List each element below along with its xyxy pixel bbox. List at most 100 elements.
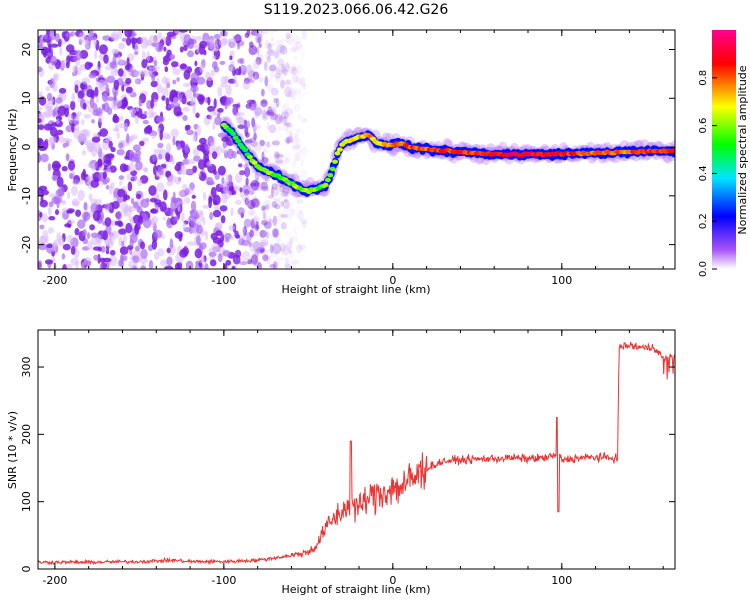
noise-blob	[150, 80, 158, 88]
noise-blob	[271, 103, 280, 108]
noise-blob	[292, 99, 302, 107]
noise-blob	[213, 33, 221, 40]
noise-blob	[277, 210, 283, 222]
noise-blob	[193, 155, 201, 162]
noise-blob	[141, 59, 148, 69]
noise-blob	[116, 197, 124, 203]
noise-blob	[118, 122, 125, 129]
noise-blob	[38, 42, 45, 50]
noise-blob	[72, 67, 82, 76]
noise-blob	[89, 97, 95, 109]
noise-blob	[246, 120, 250, 129]
noise-blob	[114, 220, 119, 226]
noise-blob	[264, 39, 270, 49]
noise-blob	[297, 94, 304, 100]
noise-blob	[273, 220, 278, 228]
noise-blob	[76, 111, 82, 117]
noise-blob	[106, 96, 115, 102]
noise-blob	[87, 240, 93, 251]
noise-blob	[65, 61, 70, 69]
ridge-core	[334, 151, 341, 156]
noise-blob	[301, 30, 307, 40]
noise-blob	[174, 215, 179, 222]
noise-blob	[107, 107, 113, 115]
noise-blob	[245, 64, 253, 74]
noise-blob	[266, 256, 271, 262]
noise-blob	[140, 248, 148, 259]
noise-blob	[181, 212, 185, 223]
noise-blob	[153, 229, 163, 239]
noise-blob	[157, 166, 164, 176]
noise-blob	[270, 251, 278, 258]
noise-blob	[260, 186, 269, 191]
noise-blob	[161, 95, 166, 101]
noise-blob	[82, 102, 87, 110]
noise-blob	[261, 205, 267, 211]
noise-blob	[164, 66, 169, 73]
noise-blob	[196, 144, 205, 151]
noise-blob	[259, 108, 263, 115]
noise-blob	[40, 195, 44, 203]
noise-blob	[196, 224, 203, 235]
noise-blob	[241, 226, 246, 235]
noise-blob	[284, 257, 289, 264]
noise-blob	[58, 136, 65, 144]
noise-blob	[187, 50, 194, 58]
noise-blob	[281, 63, 285, 74]
noise-blob	[285, 139, 294, 144]
noise-blob	[183, 197, 191, 204]
noise-blob	[297, 137, 302, 149]
noise-blob	[205, 142, 211, 152]
noise-blob	[71, 123, 75, 133]
noise-blob	[127, 135, 135, 142]
noise-blob	[291, 170, 300, 182]
noise-blob	[56, 129, 64, 136]
noise-blob	[291, 145, 300, 152]
noise-blob	[166, 142, 171, 154]
noise-blob	[130, 218, 135, 227]
noise-blob	[247, 79, 255, 84]
noise-blob	[250, 30, 260, 36]
noise-blob	[300, 159, 304, 167]
noise-blob	[276, 256, 282, 262]
noise-blob	[269, 30, 278, 33]
noise-blob	[48, 136, 57, 144]
noise-blob	[192, 86, 196, 97]
noise-blob	[289, 69, 295, 75]
noise-blob	[188, 43, 198, 49]
noise-blob	[286, 90, 295, 99]
noise-blob	[82, 168, 86, 177]
noise-blob	[172, 191, 176, 203]
noise-blob	[158, 153, 163, 160]
noise-blob	[128, 260, 136, 269]
noise-blob	[170, 207, 174, 218]
spectrogram-x-label: Height of straight line (km)	[281, 283, 430, 296]
noise-blob	[75, 209, 82, 217]
noise-blob	[45, 244, 54, 248]
noise-blob	[196, 124, 201, 136]
noise-blob	[281, 111, 289, 119]
noise-blob	[114, 99, 123, 108]
noise-blob	[97, 158, 103, 167]
noise-blob	[197, 94, 205, 103]
noise-blob	[192, 134, 197, 142]
noise-blob	[255, 247, 260, 252]
noise-blob	[217, 132, 227, 138]
noise-blob	[195, 112, 200, 119]
noise-blob	[276, 126, 282, 132]
noise-blob	[269, 244, 274, 254]
noise-blob	[82, 229, 87, 236]
noise-blob	[93, 254, 99, 261]
noise-blob	[91, 236, 100, 246]
noise-blob	[132, 255, 140, 264]
noise-blob	[90, 198, 97, 205]
noise-blob	[185, 89, 192, 99]
noise-blob	[106, 75, 116, 84]
noise-blob	[252, 71, 260, 80]
noise-blob	[232, 105, 237, 116]
colorbar-label: Normalized spectral amplitude	[736, 65, 749, 234]
noise-blob	[135, 150, 142, 157]
noise-blob	[156, 115, 165, 123]
noise-blob	[253, 124, 261, 130]
noise-blob	[69, 173, 74, 180]
